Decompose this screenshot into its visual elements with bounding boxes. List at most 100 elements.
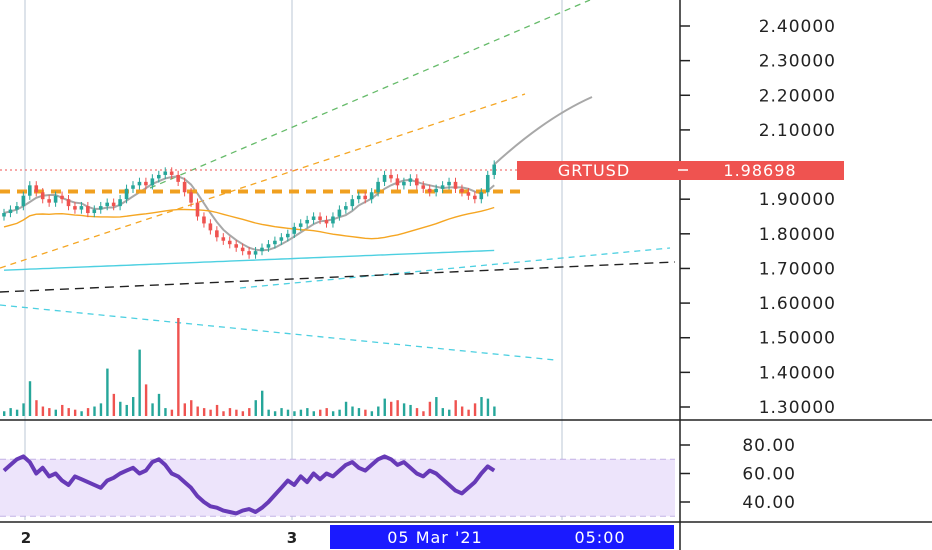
volume-bar <box>228 408 232 416</box>
candle-body <box>440 185 445 189</box>
candle-body <box>460 188 464 193</box>
volume-bar <box>377 406 380 416</box>
volume-bar <box>157 393 161 416</box>
volume-bar <box>325 408 328 416</box>
volume-bar <box>299 409 303 416</box>
volume-bar <box>370 411 374 416</box>
ma-projection-line <box>493 96 593 166</box>
candle-body <box>169 171 174 175</box>
candle-body <box>227 240 232 245</box>
candle-body <box>266 244 271 248</box>
candle-body <box>2 213 6 217</box>
candle-body <box>247 251 251 255</box>
candle-body <box>447 181 451 186</box>
price-badge <box>672 161 844 180</box>
candle-body <box>98 206 103 210</box>
volume-bar <box>467 409 470 416</box>
price-badge-label: 1.98698 <box>723 161 796 180</box>
volume-bar <box>454 400 457 416</box>
crosshair-time-badge <box>330 525 674 549</box>
candle-body <box>376 181 380 193</box>
trendline-orange-upper[interactable] <box>0 93 526 269</box>
price-tick-label: 1.60000 <box>759 294 836 314</box>
volume-bar <box>86 408 90 416</box>
candle-body <box>453 181 458 189</box>
candle-body <box>337 209 342 217</box>
volume-bar <box>190 400 193 416</box>
volume-bar <box>435 397 438 416</box>
rsi-axis[interactable]: 80.00 60.00 40.00 <box>680 436 796 513</box>
volume-bar <box>144 384 148 416</box>
candle-body <box>473 195 477 200</box>
candle-body <box>466 192 471 196</box>
candle-body <box>105 202 109 207</box>
volume-bar <box>273 411 277 416</box>
candle-body <box>311 216 316 220</box>
volume-bar <box>106 368 109 416</box>
time-tick-label: 2 <box>21 529 31 547</box>
volume-bar <box>267 409 270 416</box>
candle-body <box>157 174 161 179</box>
candle-body <box>182 181 187 193</box>
volume-bar <box>235 409 238 416</box>
volume-bar <box>293 411 296 416</box>
candle-body <box>60 195 64 200</box>
volume-bar <box>112 393 116 416</box>
candle-body <box>189 192 193 203</box>
volume-bar <box>428 401 432 416</box>
candle-body <box>389 174 393 179</box>
volume-bar <box>202 408 206 416</box>
volume-bar <box>183 403 186 416</box>
volume-bar <box>480 397 483 416</box>
candle-body <box>131 185 135 189</box>
volume-bar <box>73 409 77 416</box>
candle-body <box>234 244 238 248</box>
candle-body <box>415 178 419 186</box>
volume-bar <box>441 408 444 416</box>
volume-bar <box>415 408 419 416</box>
volume-bar <box>280 408 283 416</box>
trendline-cyan-lower[interactable] <box>0 304 556 361</box>
crosshair-date-label: 05 Mar '21 <box>387 528 482 547</box>
candle-body <box>40 192 45 200</box>
volume-bar <box>61 404 64 416</box>
candle-body <box>331 216 335 224</box>
price-axis[interactable]: 2.40000 2.30000 2.20000 2.10000 1.90000 1.800… <box>680 17 836 418</box>
candle-body <box>253 251 258 255</box>
candle-body <box>28 185 32 196</box>
candle-body <box>485 174 490 193</box>
candle-body <box>195 202 200 217</box>
volume-bar <box>364 409 367 416</box>
candle-body <box>260 247 264 252</box>
candle-body <box>215 230 219 238</box>
price-tick-label: 1.30000 <box>759 398 836 418</box>
trendline-green-upper[interactable] <box>149 0 591 189</box>
volume-bar <box>99 403 103 416</box>
candle-body <box>356 195 361 200</box>
price-tick-label: 2.10000 <box>759 121 836 141</box>
volume-bar <box>54 409 57 416</box>
moving-averages <box>3 96 593 271</box>
volume-bar <box>422 411 425 416</box>
volume-bar <box>67 408 70 416</box>
candle-body <box>350 199 355 207</box>
time-tick-label: 3 <box>287 529 297 547</box>
volume-bar <box>151 403 154 416</box>
candle-body <box>292 226 297 234</box>
ma-slow-line <box>3 249 495 271</box>
price-tick-label: 1.90000 <box>759 190 836 210</box>
price-tick-label: 1.70000 <box>759 259 836 279</box>
trendline-black[interactable] <box>0 261 676 293</box>
trendline-cyan-channel[interactable] <box>239 247 671 289</box>
ma-fast-line <box>3 175 495 252</box>
candle-body <box>21 195 26 207</box>
volume-bar <box>344 401 348 416</box>
volume-bar <box>48 408 51 416</box>
candle-body <box>118 199 122 207</box>
ma-mid-line <box>3 206 495 240</box>
volume-bar <box>473 403 477 416</box>
candle-body <box>240 247 245 252</box>
price-tick-label: 2.30000 <box>759 52 836 72</box>
volume-bar <box>28 381 32 416</box>
